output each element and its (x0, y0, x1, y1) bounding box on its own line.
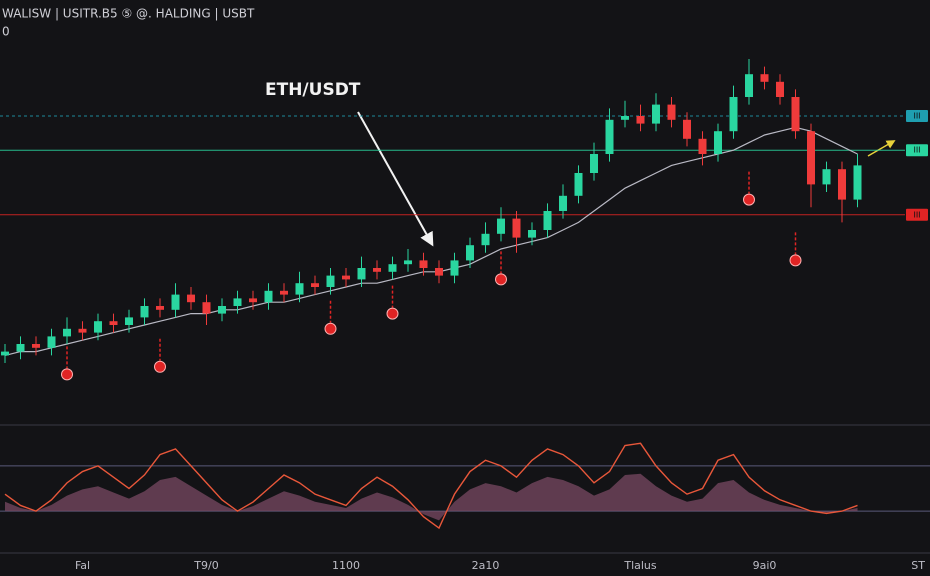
candle-body (78, 328, 87, 333)
oscillator-area (5, 473, 858, 521)
signal-dot (789, 254, 802, 267)
oscillator-line (4, 442, 858, 530)
candle-body (543, 211, 552, 230)
candle-body (63, 328, 71, 337)
trend-arrow (867, 140, 896, 157)
signal-dot (61, 368, 73, 381)
candle-body (605, 119, 614, 154)
candle-body (497, 218, 505, 234)
candle-body (419, 260, 428, 268)
candle-body (326, 275, 335, 287)
x-tick-label: 2a10 (472, 559, 500, 572)
candle-body (559, 195, 567, 211)
price-tag (906, 208, 928, 221)
candle-body (357, 268, 366, 280)
candle-body (683, 119, 691, 139)
signal-dot (386, 307, 399, 320)
candle-body (466, 245, 474, 261)
candle-body (109, 321, 118, 325)
candle-body (295, 283, 304, 295)
candle-body (652, 104, 660, 124)
candle-body (528, 230, 536, 238)
candle-body (342, 275, 350, 280)
candle-body (47, 336, 56, 348)
annotation: ETH/USDT (265, 80, 361, 100)
candle-body (388, 264, 397, 272)
candle-body (94, 321, 102, 333)
x-tick-label: Fal (75, 559, 90, 572)
candle-body (140, 306, 149, 318)
candle-body (729, 97, 738, 132)
price-tag (906, 144, 928, 157)
candle-body (745, 74, 753, 97)
candle-body (16, 344, 25, 352)
candle-body (233, 298, 242, 306)
candle-body (590, 154, 598, 173)
candle-body (838, 169, 846, 200)
candle-body (621, 116, 629, 120)
candle-body (636, 116, 645, 124)
candle-body (280, 290, 288, 295)
candle-body (32, 344, 40, 348)
candle-body (311, 283, 319, 287)
candle-body (807, 131, 815, 185)
chart-title: WALISW | USITR.B5 ⑤ @. HALDING | USBT (2, 7, 255, 21)
signal-marker (743, 171, 755, 206)
candle-body (373, 268, 381, 272)
candle-body (667, 104, 676, 120)
candle-body (202, 302, 211, 314)
candle-body (125, 317, 133, 325)
moving-average (4, 126, 858, 356)
candle-body (760, 74, 769, 82)
signal-marker (61, 346, 73, 381)
candle-body (791, 97, 800, 132)
chart-subtitle: 0 (2, 25, 10, 39)
candle-body (187, 294, 195, 303)
candle-body (404, 260, 412, 265)
candle-body (450, 260, 459, 276)
candle-body (435, 268, 443, 276)
candle-body (512, 218, 521, 238)
signal-dot (743, 193, 755, 206)
signal-marker (154, 338, 166, 373)
candle-body (776, 81, 784, 97)
candle-body (853, 165, 862, 200)
x-tick-label: 9ai0 (753, 559, 777, 572)
signal-marker (386, 285, 399, 320)
signal-dot (154, 360, 166, 373)
candle-body (264, 290, 273, 303)
candle-body (574, 173, 583, 196)
price-tag-label: III (913, 210, 920, 219)
price-tag-label: III (913, 146, 920, 155)
candle-body (822, 169, 831, 185)
candle-body (249, 298, 257, 303)
signal-marker (324, 300, 337, 335)
signal-dot (495, 273, 507, 286)
candle-body (714, 131, 722, 154)
candle-body (481, 233, 490, 246)
x-tick-label: T9/0 (193, 559, 218, 572)
x-tick-label: Tlalus (623, 559, 657, 572)
candle-body (156, 306, 164, 310)
price-tag (906, 110, 928, 122)
signal-marker (495, 251, 507, 286)
signal-dot (324, 322, 337, 335)
candle-body (171, 294, 180, 310)
signal-marker (789, 232, 802, 267)
candle-body (1, 351, 9, 356)
candle-body (698, 138, 707, 154)
x-end-label: ST (911, 559, 925, 572)
candle-body (218, 306, 226, 314)
annotation-arrow (357, 111, 434, 247)
x-tick-label: 1100 (332, 559, 360, 572)
price-tag-label: III (913, 112, 920, 121)
